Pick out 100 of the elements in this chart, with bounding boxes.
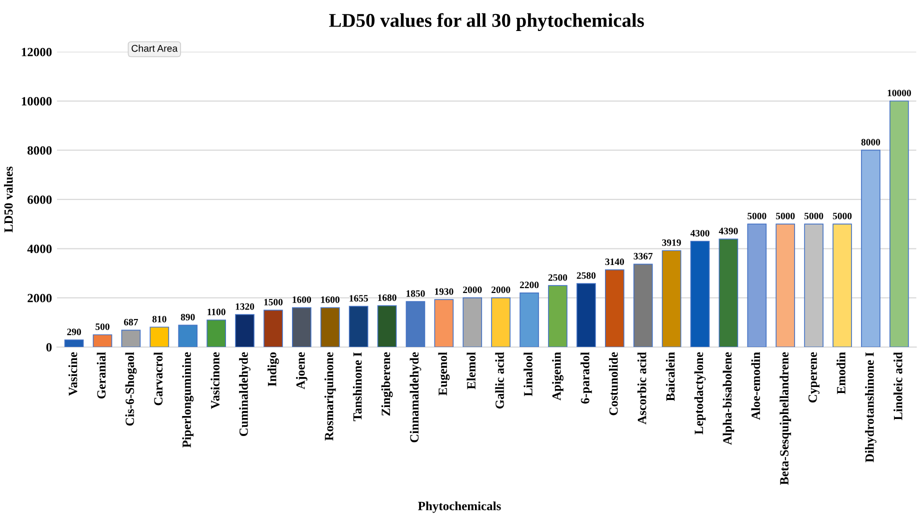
- data-label: 2580: [576, 272, 596, 279]
- y-tick-label: 4000: [27, 244, 52, 254]
- data-label: 5000: [832, 212, 852, 220]
- x-tick-label: Eugenol: [438, 352, 450, 396]
- y-axis-title: LD50 values: [4, 166, 13, 232]
- bar: [64, 340, 84, 348]
- bar: [548, 285, 568, 348]
- bar: [662, 250, 682, 348]
- bar: [861, 150, 880, 348]
- data-label: 4300: [690, 230, 710, 237]
- data-label: 1500: [264, 298, 283, 306]
- data-label: 2500: [548, 274, 568, 281]
- data-label: 500: [96, 323, 110, 330]
- x-tick-label: Apigenin: [552, 352, 564, 400]
- bar: [348, 306, 368, 348]
- x-tick-label: Baicalein: [666, 352, 675, 402]
- x-tick-label: Gallic acid: [495, 352, 504, 409]
- x-tick-label: Tanshinone I: [352, 352, 362, 422]
- bar: [92, 334, 112, 348]
- bar: [178, 324, 198, 348]
- bar: [804, 224, 824, 348]
- x-tick-label: Zingiberene: [381, 352, 393, 416]
- bar: [520, 292, 539, 348]
- data-label: 3367: [634, 252, 653, 260]
- bar: [491, 297, 511, 348]
- x-tick-label: Indigo: [268, 352, 279, 386]
- x-tick-label: Carvacrol: [154, 352, 163, 406]
- data-label: 1655: [350, 295, 368, 302]
- x-tick-label: Cinnamaldehyde: [410, 352, 422, 442]
- x-tick-label: Piperlonguminine: [182, 352, 194, 448]
- bar: [150, 326, 170, 348]
- y-tick-label: 2000: [28, 294, 52, 302]
- bar: [576, 283, 596, 348]
- x-tick-label: Aloe-emodin: [751, 352, 760, 420]
- bar: [747, 224, 767, 348]
- bar: [718, 238, 738, 348]
- x-tick-label: Ascorbic acid: [637, 352, 646, 424]
- chart-title: LD50 values for all 30 phytochemicals: [329, 13, 644, 31]
- data-label: 1100: [208, 308, 226, 316]
- y-tick-label: 10000: [22, 97, 52, 106]
- bar: [320, 307, 340, 348]
- data-label: 890: [180, 314, 195, 320]
- data-label: 8000: [861, 138, 880, 146]
- x-tick-label: Emodin: [836, 352, 846, 394]
- data-label: 1930: [434, 288, 454, 295]
- data-label: 1680: [378, 294, 396, 301]
- x-tick-label: Beta-Sesquiphellandrene: [780, 352, 792, 485]
- data-label: 5000: [804, 212, 824, 220]
- data-label: 3919: [662, 239, 681, 246]
- x-tick-label: Geranial: [96, 352, 106, 399]
- data-label: 687: [124, 318, 138, 326]
- bar: [690, 240, 710, 348]
- y-tick-label: 8000: [28, 146, 52, 155]
- x-tick-label: Cuminaldehyde: [239, 352, 250, 436]
- data-label: 2200: [520, 282, 539, 288]
- x-tick-label: Elemol: [466, 352, 476, 390]
- x-tick-label: Costunolide: [608, 352, 618, 416]
- bar: [604, 269, 624, 348]
- x-tick-label: Cis-6-Shogaol: [125, 352, 137, 426]
- bar: [776, 224, 796, 348]
- x-tick-label: Rosmariquinone: [324, 352, 336, 441]
- x-tick-label: Alpha-bisabolene: [722, 352, 734, 445]
- bar: [377, 305, 397, 348]
- x-tick-label: Linoleic acid: [894, 352, 902, 420]
- y-tick-label: 6000: [28, 195, 52, 204]
- x-tick-label: Dihydrotanshinone I: [865, 352, 876, 462]
- data-label: 1320: [236, 303, 254, 310]
- annotation: Chart Area: [132, 44, 178, 52]
- bar: [434, 299, 454, 348]
- data-label: 1600: [292, 296, 312, 303]
- data-label: 3140: [605, 258, 624, 266]
- bar: [121, 330, 141, 348]
- data-label: 4390: [718, 228, 738, 234]
- x-tick-label: Leptodactylone: [694, 352, 706, 434]
- x-tick-label: Ajoene: [296, 352, 308, 390]
- x-tick-label: Vasicinone: [210, 352, 220, 409]
- bar: [890, 100, 909, 348]
- x-axis-title: Phytochemicals: [418, 501, 501, 513]
- bar: [633, 264, 653, 348]
- data-label: 290: [67, 328, 81, 336]
- data-label: 2000: [463, 286, 482, 294]
- data-label: 1850: [406, 290, 425, 297]
- bar: [832, 224, 852, 348]
- x-tick-label: Cyperene: [808, 352, 820, 402]
- data-label: 10000: [888, 90, 911, 96]
- bar: [292, 307, 312, 348]
- x-tick-label: Vasicine: [68, 352, 78, 396]
- x-tick-label: Linalool: [524, 352, 532, 396]
- x-tick-label: 6-paradol: [580, 352, 592, 404]
- data-label: 5000: [776, 212, 795, 220]
- bar: [235, 314, 254, 348]
- data-label: 1600: [321, 296, 340, 303]
- data-label: 810: [152, 316, 166, 322]
- data-label: 5000: [748, 212, 766, 220]
- y-tick-label: 12000: [22, 48, 52, 56]
- bar: [462, 297, 482, 348]
- y-tick-label: 0: [46, 343, 52, 352]
- bar: [206, 320, 226, 348]
- data-label: 2000: [492, 286, 510, 294]
- bar: [264, 310, 283, 348]
